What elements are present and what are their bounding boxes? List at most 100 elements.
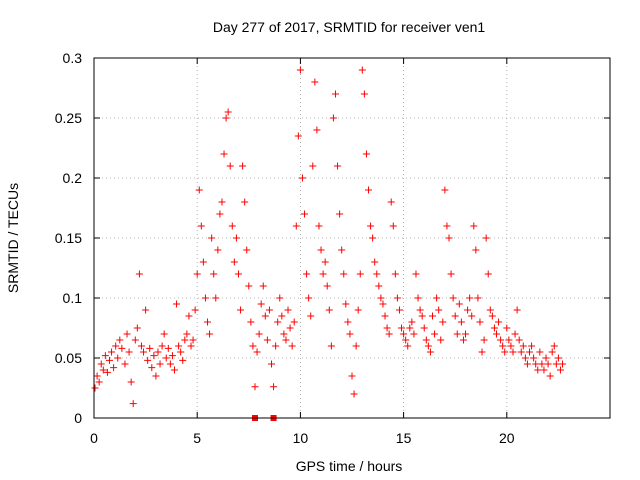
chart-title: Day 277 of 2017, SRMTID for receiver ven… <box>213 19 486 35</box>
data-point <box>439 318 447 326</box>
data-point <box>459 336 467 344</box>
data-point <box>232 234 240 242</box>
data-point <box>340 270 348 278</box>
data-point <box>468 312 476 320</box>
data-point <box>536 348 544 356</box>
data-point <box>362 150 370 158</box>
data-point <box>253 348 261 356</box>
data-point <box>492 330 500 338</box>
data-point <box>490 324 498 332</box>
x-tick-label: 10 <box>293 430 309 446</box>
data-point <box>466 294 474 302</box>
data-point <box>391 270 399 278</box>
data-point <box>125 348 133 356</box>
data-point <box>389 222 397 230</box>
data-point <box>544 360 552 368</box>
data-point <box>97 360 105 368</box>
data-point <box>224 108 232 116</box>
data-point <box>146 344 154 352</box>
data-point <box>280 330 288 338</box>
data-point <box>201 294 209 302</box>
data-point <box>346 330 354 338</box>
data-point <box>127 378 135 386</box>
data-point <box>383 324 391 332</box>
data-point <box>453 330 461 338</box>
data-point <box>478 348 486 356</box>
data-point <box>321 258 329 266</box>
data-point <box>519 342 527 350</box>
data-point <box>286 324 294 332</box>
data-point <box>445 234 453 242</box>
data-point <box>110 364 118 372</box>
data-point <box>158 342 166 350</box>
data-point <box>556 366 564 374</box>
data-point <box>476 318 484 326</box>
data-point <box>534 366 542 374</box>
data-point <box>195 186 203 194</box>
y-tick-label: 0.05 <box>55 350 82 366</box>
data-point <box>402 336 410 344</box>
data-point <box>548 348 556 356</box>
data-point <box>95 378 103 386</box>
data-point <box>257 300 265 308</box>
data-point <box>528 342 536 350</box>
data-point <box>540 366 548 374</box>
data-point <box>204 318 212 326</box>
data-point <box>162 354 170 362</box>
data-point <box>546 372 554 380</box>
data-point <box>433 294 441 302</box>
x-axis-title: GPS time / hours <box>296 458 403 474</box>
data-point <box>462 330 470 338</box>
data-point <box>509 348 517 356</box>
data-point <box>457 318 465 326</box>
data-point <box>129 400 137 408</box>
data-point <box>218 198 226 206</box>
y-tick-label: 0.25 <box>55 110 82 126</box>
data-points <box>91 66 567 421</box>
data-point <box>377 294 385 302</box>
data-point <box>360 90 368 98</box>
data-point <box>288 342 296 350</box>
data-point <box>166 360 174 368</box>
y-tick-label: 0.15 <box>55 230 82 246</box>
data-point <box>230 258 238 266</box>
data-point <box>206 330 214 338</box>
data-point <box>395 306 403 314</box>
data-point <box>365 186 373 194</box>
data-point <box>538 360 546 368</box>
y-axis-title: SRMTID / TECUs <box>5 183 21 293</box>
data-point <box>131 336 139 344</box>
data-point <box>381 312 389 320</box>
data-point <box>404 342 412 350</box>
data-point <box>228 222 236 230</box>
data-point <box>237 306 245 314</box>
data-point <box>99 366 107 374</box>
y-tick-label: 0 <box>74 410 82 426</box>
data-point <box>296 66 304 74</box>
data-point <box>441 186 449 194</box>
data-point <box>140 348 148 356</box>
data-point <box>435 306 443 314</box>
data-point <box>114 354 122 362</box>
data-point <box>356 270 364 278</box>
data-point <box>350 390 358 398</box>
data-point <box>309 162 317 170</box>
data-point <box>424 342 432 350</box>
data-point <box>406 324 414 332</box>
y-tick-label: 0.1 <box>63 290 83 306</box>
data-point <box>216 210 224 218</box>
data-point <box>393 294 401 302</box>
data-point <box>210 270 218 278</box>
data-point <box>135 270 143 278</box>
data-point <box>348 372 356 380</box>
data-point <box>208 234 216 242</box>
data-point <box>371 258 379 266</box>
x-tick-label: 5 <box>193 430 201 446</box>
data-point <box>150 352 158 360</box>
data-point <box>455 300 463 308</box>
data-point <box>133 324 141 332</box>
data-point <box>193 270 201 278</box>
y-tick-label: 0.3 <box>63 50 83 66</box>
